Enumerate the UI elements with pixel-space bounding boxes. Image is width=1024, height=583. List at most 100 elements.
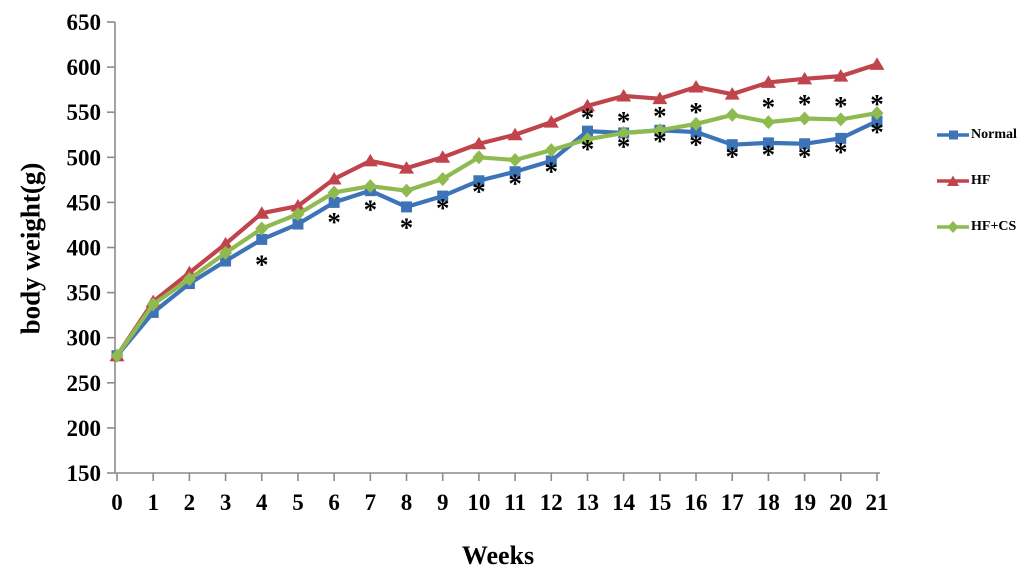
- legend-label: Normal: [971, 127, 1017, 142]
- data-point-HF: [869, 57, 885, 70]
- x-axis-title: Weeks: [461, 541, 535, 570]
- data-point-Normal: [835, 132, 847, 144]
- y-tick-label: 300: [67, 326, 102, 351]
- y-tick-label: 650: [67, 10, 102, 35]
- data-point-HF+CS: [400, 183, 414, 198]
- significance-asterisk-below: *: [617, 131, 631, 161]
- data-point-HF: [326, 171, 342, 185]
- x-tick-label: 7: [365, 490, 377, 515]
- data-point-HF: [724, 87, 740, 100]
- significance-asterisk-below: *: [400, 213, 414, 243]
- legend-marker-diamond-icon: [937, 221, 969, 233]
- x-tick-label: 3: [220, 490, 232, 515]
- legend-item-HF: HF: [936, 167, 1017, 195]
- data-point-Normal: [690, 126, 702, 138]
- legend-label: HF+CS: [971, 219, 1017, 234]
- significance-asterisk-below: *: [689, 130, 703, 160]
- y-axis-title: body weight(g): [15, 162, 46, 335]
- significance-asterisk-above: *: [581, 103, 595, 133]
- significance-asterisk-above: *: [762, 92, 776, 122]
- x-tick-label: 20: [829, 490, 852, 515]
- significance-asterisk-above: *: [798, 89, 812, 119]
- data-point-HF+CS: [110, 348, 124, 363]
- x-tick-label: 21: [866, 490, 889, 515]
- data-point-Normal: [799, 138, 811, 150]
- significance-asterisk-above: *: [834, 91, 848, 121]
- series-line-HF: [114, 62, 880, 358]
- significance-asterisk-below: *: [545, 157, 559, 187]
- data-point-Normal: [328, 196, 340, 208]
- x-tick-label: 6: [328, 490, 340, 515]
- data-point-Normal: [762, 137, 774, 149]
- data-point-HF+CS: [291, 207, 305, 222]
- legend-marker-square-icon: [937, 130, 969, 140]
- significance-asterisk-above: *: [617, 106, 631, 136]
- legend: Normal HF HF+CS: [936, 121, 1017, 259]
- data-point-HF: [218, 236, 234, 250]
- significance-asterisk-below: *: [870, 117, 884, 147]
- x-tick-label: 0: [111, 490, 123, 515]
- significance-asterisk-below: *: [762, 140, 776, 170]
- x-tick-label: 5: [292, 490, 304, 515]
- legend-item-HF+CS: HF+CS: [936, 213, 1017, 241]
- significance-asterisk-below: *: [508, 168, 522, 198]
- x-tick-label: 19: [793, 490, 816, 515]
- x-tick-label: 16: [685, 490, 708, 515]
- significance-asterisk-below: *: [255, 250, 269, 280]
- data-point-HF+CS: [255, 221, 269, 236]
- y-tick-label: 550: [67, 100, 102, 125]
- data-point-HF: [435, 150, 451, 163]
- data-point-HF: [579, 98, 595, 112]
- x-tick-label: 2: [184, 490, 196, 515]
- data-point-HF+CS: [544, 143, 558, 158]
- data-point-HF+CS: [580, 132, 594, 147]
- data-point-Normal: [256, 233, 268, 245]
- y-tick-label: 250: [67, 371, 102, 396]
- data-point-HF+CS: [472, 150, 486, 165]
- x-tick-label: 8: [401, 490, 413, 515]
- data-point-HF+CS: [653, 123, 667, 138]
- data-point-HF: [688, 79, 704, 93]
- y-tick-label: 500: [67, 145, 102, 170]
- data-point-HF+CS: [146, 297, 160, 312]
- significance-asterisk-above: *: [870, 89, 884, 119]
- significance-asterisk-below: *: [834, 137, 848, 167]
- data-point-Normal: [871, 115, 883, 127]
- data-point-HF: [760, 75, 776, 88]
- data-point-Normal: [581, 125, 593, 137]
- data-point-HF: [616, 88, 632, 102]
- significance-asterisk-below: *: [472, 177, 486, 207]
- data-point-HF: [507, 127, 523, 141]
- data-point-HF: [471, 136, 487, 150]
- series-line-HF+CS: [114, 111, 880, 358]
- data-point-Normal: [473, 175, 485, 187]
- significance-asterisk-above: *: [653, 101, 667, 131]
- data-point-HF+CS: [725, 107, 739, 122]
- data-point-HF+CS: [834, 112, 848, 127]
- data-point-HF+CS: [761, 115, 775, 130]
- x-tick-label: 14: [612, 490, 636, 515]
- x-tick-label: 18: [757, 490, 780, 515]
- y-tick-label: 450: [67, 190, 102, 215]
- significance-asterisk-below: *: [725, 141, 739, 171]
- data-point-Normal: [545, 155, 557, 167]
- data-point-Normal: [401, 201, 413, 213]
- legend-label: HF: [971, 173, 991, 188]
- significance-asterisk-below: *: [798, 141, 812, 171]
- data-point-HF: [254, 206, 270, 219]
- data-point-HF: [652, 91, 668, 105]
- y-tick-label: 150: [67, 461, 102, 486]
- data-point-HF+CS: [182, 272, 196, 287]
- data-point-HF+CS: [219, 245, 233, 260]
- data-point-Normal: [437, 190, 449, 202]
- significance-asterisk-below: *: [364, 195, 378, 225]
- x-tick-label: 9: [437, 490, 449, 515]
- y-tick-label: 400: [67, 236, 102, 261]
- y-tick-label: 350: [67, 281, 102, 306]
- data-point-HF+CS: [870, 106, 884, 121]
- significance-asterisk-below: *: [436, 193, 450, 223]
- significance-asterisk-below: *: [327, 207, 341, 237]
- data-point-Normal: [726, 139, 738, 151]
- x-tick-label: 12: [540, 490, 563, 515]
